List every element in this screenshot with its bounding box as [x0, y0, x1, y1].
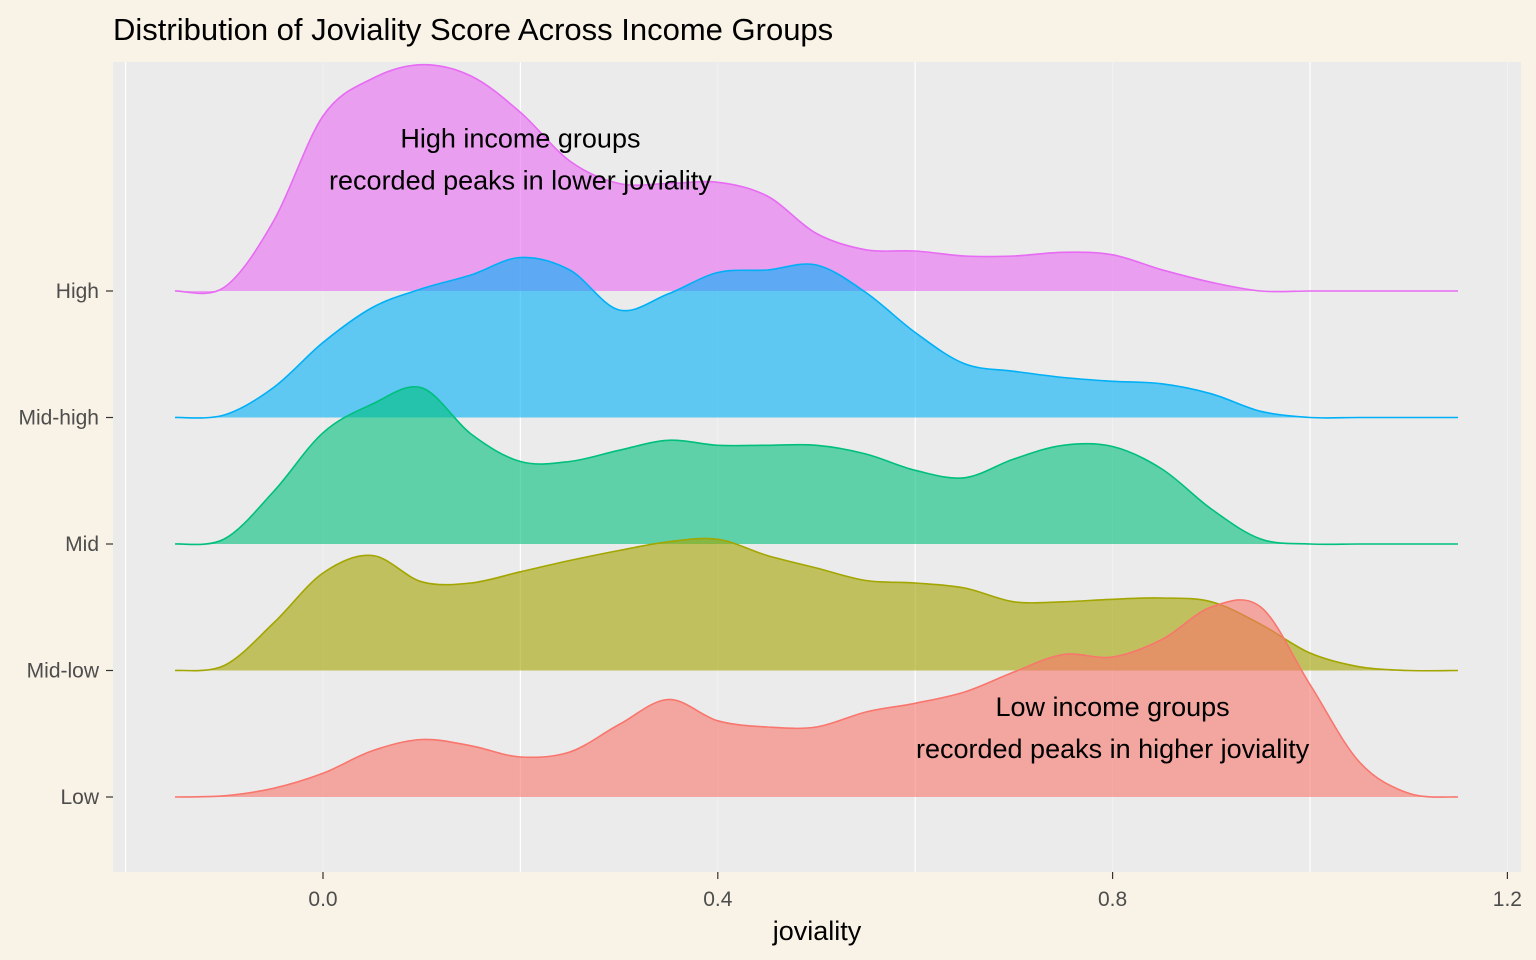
y-axis: Low Mid-low Mid Mid-high High [18, 280, 113, 809]
ridge-line-mid [174, 385, 1458, 546]
ridge-area-mid-low [175, 538, 1458, 671]
x-tick-label: 0.0 [308, 888, 337, 911]
annotation-line: Low income groups [996, 692, 1230, 722]
ridge-line-mid-high [174, 256, 1458, 419]
annotation-line: recorded peaks in lower joviality [329, 166, 712, 196]
x-tick-label: 0.4 [703, 888, 733, 911]
x-tick-label: 0.8 [1098, 888, 1127, 911]
ridge-line-low [174, 599, 1459, 798]
annotation-0: High income groups recorded peaks in lowe… [329, 124, 712, 196]
ridge-line-high [174, 63, 1458, 295]
ridge-area-mid-high [175, 257, 1458, 418]
y-tick-label: Mid-low [27, 660, 100, 683]
chart-title: Distribution of Joviality Score Across I… [113, 12, 833, 47]
density-ridges [174, 63, 1459, 798]
y-tick-label: Low [60, 786, 99, 809]
x-axis-title: joviality [772, 916, 862, 946]
annotation-line: High income groups [400, 124, 640, 154]
ridge-area-mid [175, 386, 1458, 545]
annotation-1: Low income groups recorded peaks in highe… [916, 692, 1310, 764]
y-tick-label: Mid-high [18, 407, 99, 430]
annotation-line: recorded peaks in higher joviality [916, 734, 1310, 764]
ridge-area-low [175, 599, 1458, 798]
y-tick-label: High [56, 280, 99, 303]
ridge-area-high [175, 64, 1458, 294]
x-axis: 0.0 0.4 0.8 1.2 [308, 872, 1522, 911]
annotations: High income groups recorded peaks in lowe… [329, 124, 1310, 765]
y-tick-label: Mid [65, 533, 99, 556]
x-tick-label: 1.2 [1493, 888, 1522, 911]
